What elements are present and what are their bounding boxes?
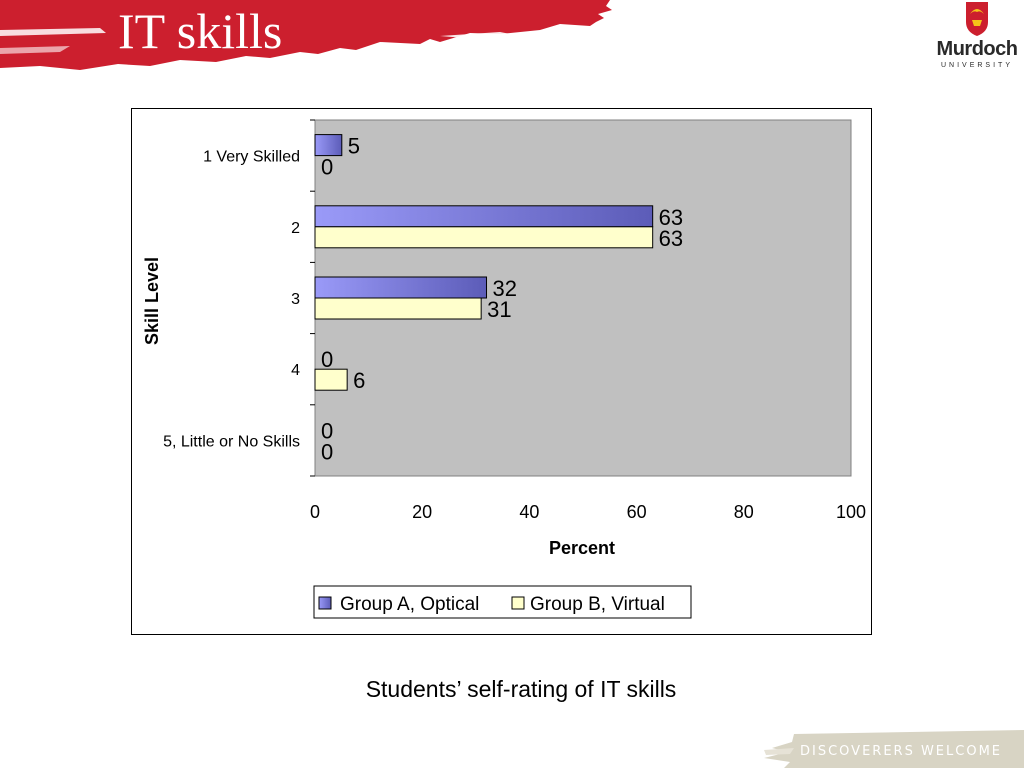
category-label-3: 3 bbox=[291, 291, 300, 308]
bar-group-b-virtual-3 bbox=[314, 297, 482, 320]
bar-group-a-optical-1 bbox=[314, 134, 343, 157]
category-label-5: 5, Little or No Skills bbox=[163, 433, 300, 450]
legend-label-group-b: Group B, Virtual bbox=[530, 594, 665, 615]
legend-swatch-group-a bbox=[318, 596, 332, 610]
data-label-group-b-virtual-4: 6 bbox=[353, 368, 365, 393]
data-label-group-a-optical-2: 63 bbox=[659, 205, 683, 230]
slide-caption: Students’ self-rating of IT skills bbox=[365, 676, 677, 702]
bar-group-b-virtual-4 bbox=[314, 368, 348, 391]
category-label-4: 4 bbox=[291, 362, 300, 379]
data-label-group-a-optical-1: 5 bbox=[348, 134, 360, 159]
logo-subtitle: UNIVERSITY bbox=[940, 62, 1013, 69]
x-axis-label: Percent bbox=[549, 538, 615, 558]
bar-group-b-virtual-2 bbox=[314, 226, 654, 249]
slide-title: IT skills bbox=[118, 3, 283, 59]
x-tick-label: 100 bbox=[836, 502, 866, 522]
data-label-group-b-virtual-5: 0 bbox=[321, 439, 333, 464]
y-axis-label: Skill Level bbox=[142, 257, 162, 345]
x-tick-label: 60 bbox=[627, 502, 647, 522]
legend-box bbox=[313, 585, 692, 619]
x-tick-label: 80 bbox=[734, 502, 754, 522]
murdoch-crest-icon bbox=[966, 2, 988, 36]
legend-swatch-group-b bbox=[511, 596, 525, 610]
bar-group-a-optical-2 bbox=[314, 205, 654, 228]
data-label-group-b-virtual-3: 31 bbox=[487, 297, 511, 322]
data-label-group-a-optical-4: 0 bbox=[321, 347, 333, 372]
data-label-group-b-virtual-2: 63 bbox=[659, 226, 683, 251]
data-label-group-a-optical-3: 32 bbox=[493, 276, 517, 301]
category-label-2: 2 bbox=[291, 220, 300, 237]
x-tick-label: 40 bbox=[519, 502, 539, 522]
university-logo: Murdoch UNIVERSITY bbox=[930, 0, 1024, 74]
footer-slogan: DISCOVERERS WELCOME bbox=[800, 744, 1002, 759]
data-label-group-b-virtual-1: 0 bbox=[321, 155, 333, 180]
bar-group-a-optical-3 bbox=[314, 276, 488, 299]
x-tick-label: 0 bbox=[310, 502, 320, 522]
footer-slogan-banner bbox=[764, 730, 1024, 768]
category-label-1: 1 Very Skilled bbox=[203, 149, 300, 166]
logo-name: Murdoch bbox=[936, 38, 1018, 60]
chart-legend: Group A, Optical Group B, Virtual bbox=[313, 585, 692, 619]
x-tick-label: 20 bbox=[412, 502, 432, 522]
data-label-group-a-optical-5: 0 bbox=[321, 418, 333, 443]
chart-frame: 5 0 63 63 32 31 0 6 0 0 1 Very Skilled 2 3 4 5, Littl… bbox=[131, 108, 872, 635]
header-banner bbox=[0, 0, 612, 70]
legend-label-group-a: Group A, Optical bbox=[340, 594, 479, 615]
